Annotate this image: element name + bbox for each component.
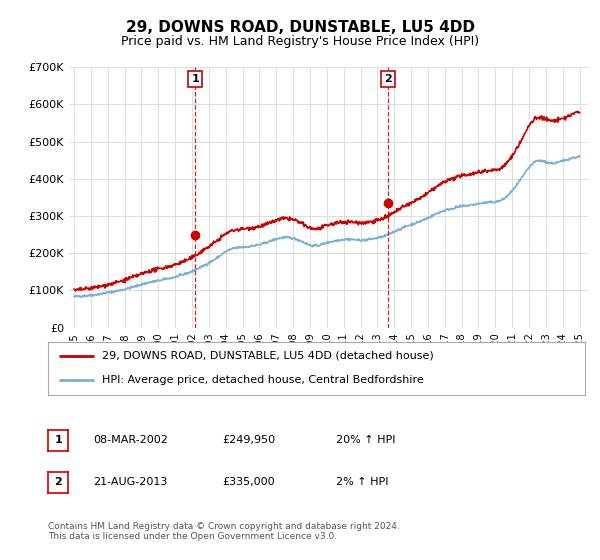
Text: 2: 2 [384,74,392,84]
Text: 08-MAR-2002: 08-MAR-2002 [93,435,168,445]
Text: 2% ↑ HPI: 2% ↑ HPI [336,477,389,487]
Text: 2: 2 [55,477,62,487]
Text: HPI: Average price, detached house, Central Bedfordshire: HPI: Average price, detached house, Cent… [102,375,424,385]
Text: £335,000: £335,000 [222,477,275,487]
Text: 20% ↑ HPI: 20% ↑ HPI [336,435,395,445]
Text: 29, DOWNS ROAD, DUNSTABLE, LU5 4DD: 29, DOWNS ROAD, DUNSTABLE, LU5 4DD [125,21,475,35]
Text: 29, DOWNS ROAD, DUNSTABLE, LU5 4DD (detached house): 29, DOWNS ROAD, DUNSTABLE, LU5 4DD (deta… [102,351,433,361]
Text: £249,950: £249,950 [222,435,275,445]
Text: 1: 1 [55,435,62,445]
Text: Price paid vs. HM Land Registry's House Price Index (HPI): Price paid vs. HM Land Registry's House … [121,35,479,49]
Text: 21-AUG-2013: 21-AUG-2013 [93,477,167,487]
Text: 1: 1 [191,74,199,84]
Text: Contains HM Land Registry data © Crown copyright and database right 2024.
This d: Contains HM Land Registry data © Crown c… [48,522,400,542]
